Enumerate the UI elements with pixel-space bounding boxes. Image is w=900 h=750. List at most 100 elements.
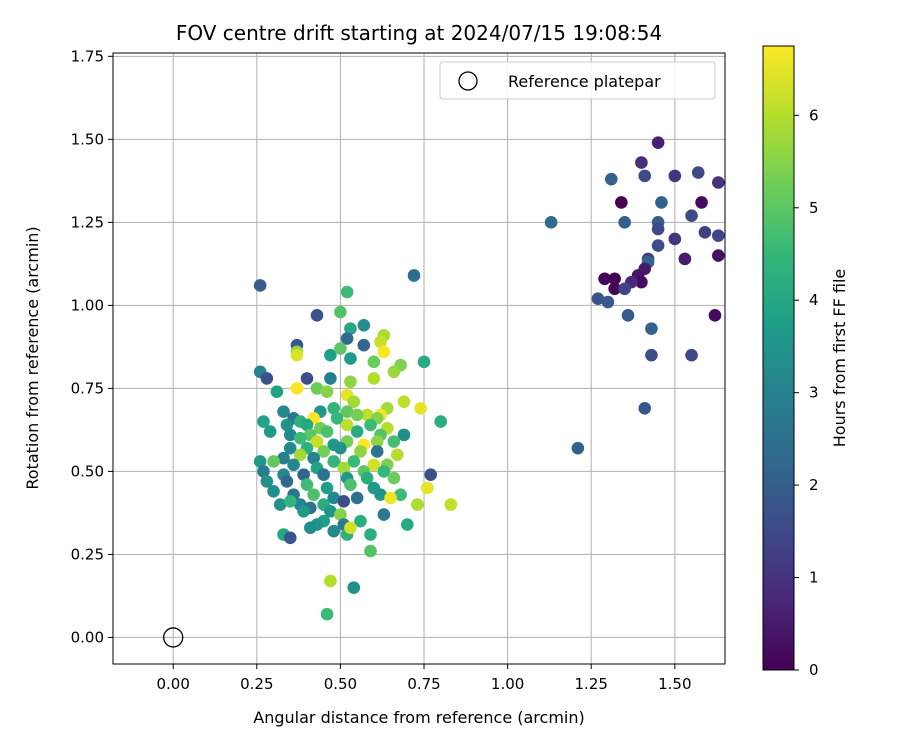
scatter-point	[434, 415, 448, 428]
colorbar-label: Hours from first FF file	[830, 269, 849, 448]
scatter-point	[544, 216, 558, 229]
y-tick-label: 1.00	[71, 296, 104, 314]
colorbar-tick-label: 0	[809, 661, 819, 679]
scatter-point	[337, 461, 351, 475]
colorbar-tick-label: 1	[809, 569, 819, 587]
scatter-point	[300, 478, 314, 491]
scatter-point	[618, 282, 631, 296]
scatter-point	[370, 435, 384, 448]
scatter-point	[360, 408, 374, 422]
scatter-point	[267, 455, 280, 468]
scatter-point	[310, 435, 324, 448]
scatter-point	[337, 494, 351, 508]
scatter-point	[384, 491, 397, 505]
scatter-point	[651, 136, 665, 149]
colorbar: 0 1 2 3 4 5 6 Hours from first FF file	[762, 45, 849, 679]
scatter-point	[374, 335, 387, 349]
x-axis-label: Angular distance from reference (arcmin)	[253, 708, 584, 727]
scatter-point	[695, 196, 708, 209]
scatter-point	[310, 382, 324, 395]
scatter-point	[287, 458, 300, 472]
scatter-point	[344, 352, 357, 365]
scatter-point	[364, 544, 377, 558]
x-axis-ticks: 0.00 0.25 0.50 0.75 1.00 1.25 1.50	[156, 664, 692, 693]
scatter-point	[324, 372, 337, 385]
scatter-point	[387, 471, 401, 485]
y-axis-ticks: 0.00 0.25 0.50 0.75 1.00 1.25 1.50 1.75	[71, 47, 113, 646]
scatter-point	[340, 285, 354, 299]
scatter-point	[357, 338, 371, 352]
scatter-point	[360, 471, 374, 485]
scatter-point	[320, 425, 334, 438]
scatter-point	[668, 169, 682, 183]
scatter-point	[260, 372, 274, 385]
scatter-point	[377, 465, 391, 478]
scatter-point	[678, 252, 692, 266]
scatter-point	[344, 478, 357, 491]
colorbar-tick-label: 5	[809, 199, 819, 217]
scatter-point	[320, 385, 334, 399]
scatter-point	[320, 481, 334, 495]
x-tick-label: 1.25	[575, 675, 608, 693]
scatter-point	[344, 322, 357, 335]
scatter-point	[367, 355, 381, 369]
scatter-point	[364, 528, 377, 541]
y-tick-label: 0.75	[71, 379, 104, 397]
colorbar-gradient	[762, 45, 795, 671]
scatter-point	[712, 229, 725, 242]
scatter-point	[280, 418, 294, 432]
x-tick-label: 1.00	[491, 675, 524, 693]
scatter-point	[290, 348, 304, 362]
scatter-point	[604, 172, 618, 186]
x-tick-label: 1.50	[658, 675, 691, 693]
chart-title: FOV centre drift starting at 2024/07/15 …	[176, 21, 662, 45]
colorbar-tick-label: 3	[809, 384, 819, 402]
scatter-point	[397, 395, 411, 408]
scatter-point	[280, 475, 294, 488]
scatter-point	[257, 415, 270, 428]
scatter-point	[340, 418, 354, 432]
data-points	[253, 136, 725, 621]
scatter-point	[253, 455, 267, 468]
scatter-point	[273, 498, 287, 511]
scatter-point	[655, 196, 668, 209]
scatter-point	[283, 531, 297, 545]
plot-frame	[112, 52, 726, 665]
scatter-point	[293, 431, 307, 445]
scatter-point	[691, 166, 705, 179]
scatter-point	[340, 405, 354, 418]
x-tick-label: 0.25	[240, 675, 273, 693]
colorbar-tick-label: 4	[809, 291, 819, 309]
x-tick-label: 0.50	[324, 675, 357, 693]
scatter-point	[377, 508, 391, 521]
scatter-point	[618, 216, 631, 229]
scatter-point	[367, 372, 381, 385]
scatter-point	[357, 318, 371, 332]
legend-reference-marker-icon	[458, 71, 478, 91]
scatter-point	[297, 504, 310, 518]
scatter-point	[444, 498, 458, 511]
scatter-point	[267, 485, 280, 498]
scatter-point	[290, 382, 304, 395]
scatter-point	[253, 279, 267, 292]
scatter-point	[571, 441, 585, 455]
scatter-point	[350, 408, 364, 422]
scatter-point	[377, 345, 391, 359]
x-tick-label: 0.75	[407, 675, 440, 693]
scatter-point	[708, 309, 722, 322]
scatter-point	[334, 441, 347, 455]
scatter-point	[608, 272, 621, 286]
scatter-point	[320, 607, 334, 621]
scatter-point	[347, 455, 361, 468]
scatter-point	[407, 269, 421, 282]
scatter-point	[387, 365, 401, 379]
scatter-point	[354, 445, 367, 458]
reference-platepar-marker	[163, 627, 184, 648]
scatter-point	[394, 488, 407, 501]
colorbar-tick-label: 2	[809, 476, 819, 494]
scatter-point	[414, 402, 427, 415]
scatter-point	[297, 468, 310, 482]
scatter-point	[277, 451, 290, 465]
y-tick-label: 1.25	[71, 213, 104, 231]
